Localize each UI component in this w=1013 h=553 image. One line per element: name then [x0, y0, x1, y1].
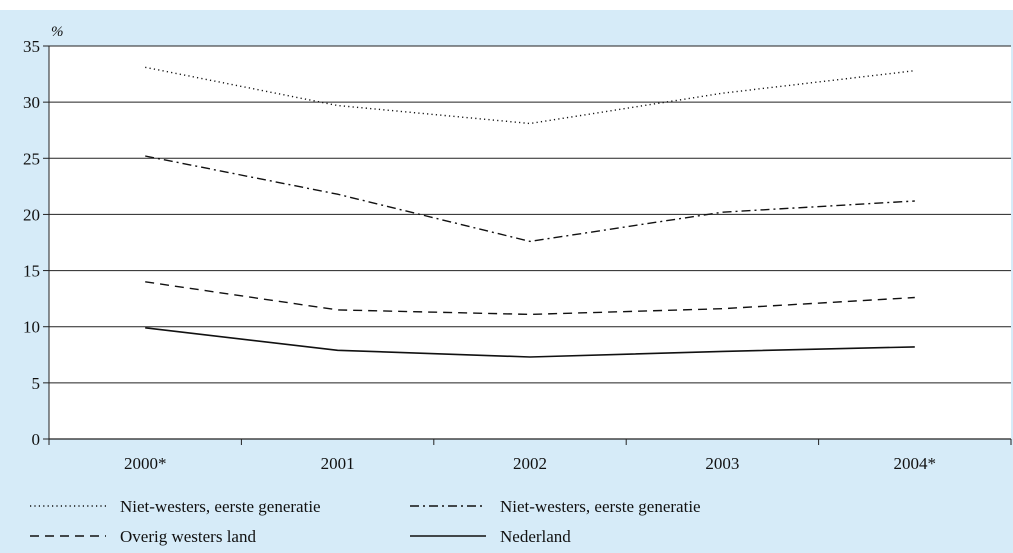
- series-line-4: [145, 327, 915, 358]
- legend-label-3: Overig westers land: [120, 527, 256, 546]
- x-tick-label: 2001: [321, 454, 355, 473]
- y-tick-label: 10: [23, 318, 40, 337]
- y-tick-label: 30: [23, 93, 40, 112]
- x-tick-label: 2003: [705, 454, 739, 473]
- legend-label-1: Niet-westers, eerste generatie: [120, 497, 321, 516]
- plot-area: [49, 46, 1011, 439]
- y-tick-label: 35: [23, 37, 40, 56]
- x-tick-label: 2004*: [894, 454, 937, 473]
- y-tick-label: 25: [23, 149, 40, 168]
- legend-label-4: Nederland: [500, 527, 571, 546]
- y-tick-label: 0: [32, 430, 41, 449]
- series-line-2: [145, 155, 915, 243]
- y-unit-label: %: [51, 24, 64, 40]
- y-tick-label: 15: [23, 262, 40, 281]
- x-tick-label: 2000*: [124, 454, 167, 473]
- legend-label-2: Niet-westers, eerste generatie: [500, 497, 701, 516]
- x-tick-label: 2002: [513, 454, 547, 473]
- y-tick-label: 5: [32, 374, 41, 393]
- y-tick-label: 20: [23, 205, 40, 224]
